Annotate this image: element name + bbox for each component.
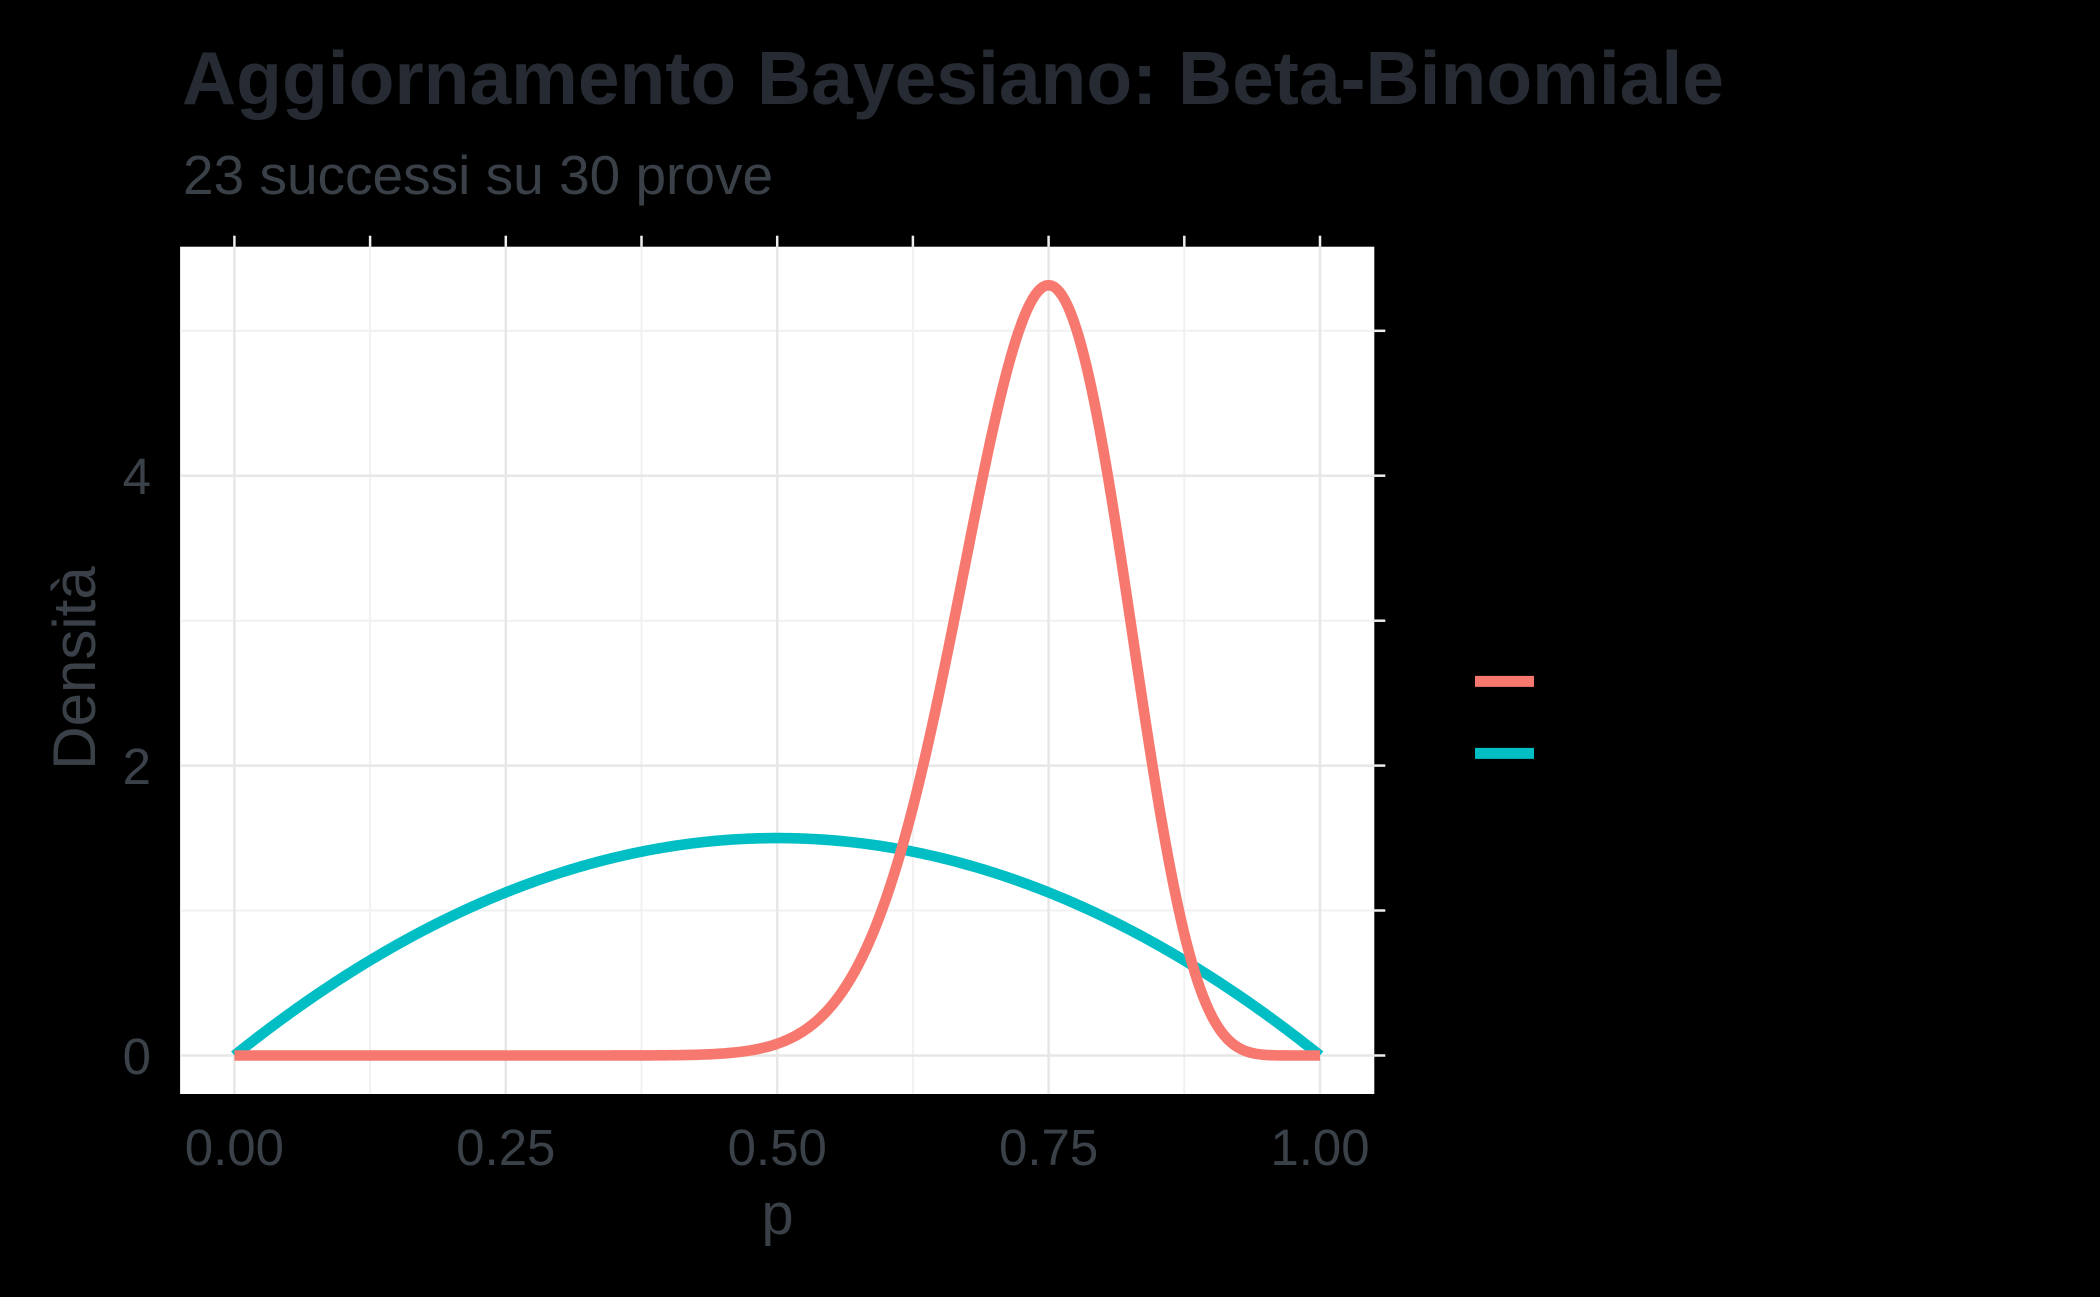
svg-text:1.00: 1.00 [1270,1119,1369,1176]
svg-text:0.50: 0.50 [728,1119,827,1176]
svg-text:2: 2 [123,738,151,795]
svg-text:0.25: 0.25 [456,1119,555,1176]
svg-text:Densità: Densità [41,566,108,770]
svg-text:23 successi su 30 prove: 23 successi su 30 prove [183,144,773,206]
svg-text:Aggiornamento Bayesiano: Beta-: Aggiornamento Bayesiano: Beta-Binomiale [182,36,1724,120]
svg-text:0.00: 0.00 [185,1119,284,1176]
svg-text:4: 4 [123,448,151,505]
svg-text:p: p [761,1182,793,1247]
svg-text:0: 0 [123,1028,151,1085]
svg-text:0.75: 0.75 [999,1119,1098,1176]
